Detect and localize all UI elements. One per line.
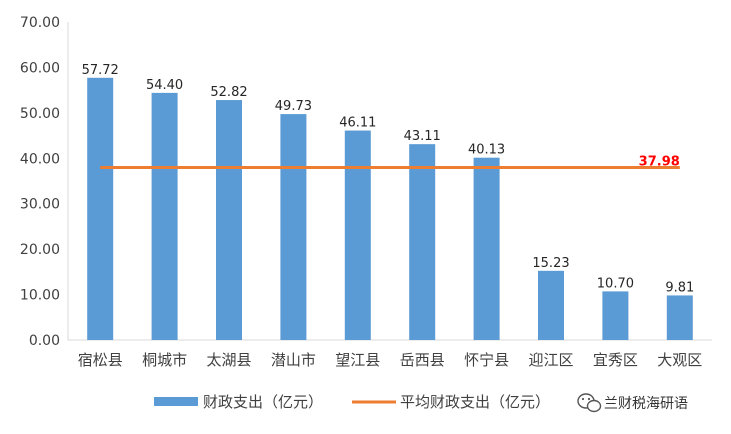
bar xyxy=(602,291,629,340)
bar-value-label: 9.81 xyxy=(665,280,694,295)
y-tick-label: 70.00 xyxy=(20,15,60,31)
x-category-label: 大观区 xyxy=(657,351,702,369)
bar xyxy=(473,157,500,340)
x-category-label: 望江县 xyxy=(335,351,380,369)
bar-value-label: 15.23 xyxy=(532,256,569,271)
y-tick-label: 10.00 xyxy=(20,288,60,304)
x-axis-categories: 宿松县 桐城市 太湖县 潜山市 望江县 岳西县 怀宁县 迎江区 宜秀区 大观区 xyxy=(78,351,703,369)
x-category-label: 岳西县 xyxy=(400,351,445,369)
watermark-text: 兰财税海研语 xyxy=(604,396,688,412)
y-tick-label: 50.00 xyxy=(20,106,60,122)
legend-bar-label: 财政支出（亿元） xyxy=(203,393,323,411)
y-tick-label: 30.00 xyxy=(20,197,60,213)
y-tick-label: 60.00 xyxy=(20,60,60,76)
bar-data-labels: 57.72 54.40 52.82 49.73 46.11 43.11 40.13 15.23… xyxy=(82,63,695,296)
bar xyxy=(280,114,307,341)
x-category-label: 桐城市 xyxy=(142,351,187,369)
legend: 财政支出（亿元） 平均财政支出（亿元） xyxy=(154,393,550,411)
wechat-icon xyxy=(577,393,602,413)
bar-value-label: 49.73 xyxy=(275,99,312,114)
bars xyxy=(87,77,693,341)
bar xyxy=(151,92,178,341)
bar-value-label: 46.11 xyxy=(339,116,376,131)
legend-bar-swatch xyxy=(154,397,198,406)
average-value-label: 37.98 xyxy=(639,154,680,169)
legend-line-label: 平均财政支出（亿元） xyxy=(400,393,550,411)
bar xyxy=(87,77,114,340)
x-category-label: 迎江区 xyxy=(528,351,573,369)
x-category-label: 怀宁县 xyxy=(464,351,509,369)
bar-value-label: 43.11 xyxy=(404,129,441,144)
x-category-label: 宜秀区 xyxy=(593,351,638,369)
bar xyxy=(538,270,564,340)
bar xyxy=(344,130,371,340)
bar xyxy=(216,100,242,340)
bar xyxy=(666,295,693,340)
bar-value-label: 57.72 xyxy=(82,63,119,78)
bar-value-label: 40.13 xyxy=(468,143,505,158)
x-category-label: 潜山市 xyxy=(271,351,316,369)
bar-value-label: 10.70 xyxy=(597,276,634,291)
watermark: 兰财税海研语 xyxy=(577,393,688,413)
x-category-label: 太湖县 xyxy=(206,351,251,369)
y-tick-label: 40.00 xyxy=(20,151,60,167)
y-tick-label: 20.00 xyxy=(20,242,60,258)
y-axis-ticks: 0.00 10.00 20.00 30.00 40.00 50.00 60.00 70.00 xyxy=(20,15,60,349)
bar-value-label: 54.40 xyxy=(146,78,183,93)
x-category-label: 宿松县 xyxy=(78,351,123,369)
average-line-layer: 37.98 xyxy=(100,154,680,169)
y-tick-label: 0.00 xyxy=(29,333,60,349)
bar-value-label: 52.82 xyxy=(210,85,247,100)
bar xyxy=(409,144,436,340)
